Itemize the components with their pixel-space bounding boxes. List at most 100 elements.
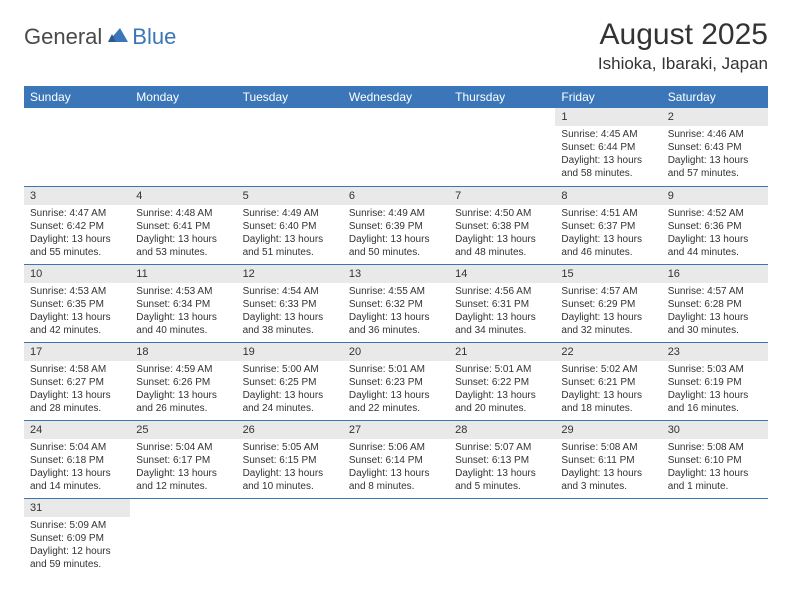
logo: General Blue	[24, 24, 176, 50]
day-number: 13	[343, 265, 449, 283]
sunrise-text: Sunrise: 5:09 AM	[30, 519, 124, 532]
day-number: 27	[343, 421, 449, 439]
calendar-cell: 27Sunrise: 5:06 AMSunset: 6:14 PMDayligh…	[343, 420, 449, 498]
sunset-text: Sunset: 6:22 PM	[455, 376, 549, 389]
daylight-text: Daylight: 13 hours and 18 minutes.	[561, 389, 655, 415]
day-number: 21	[449, 343, 555, 361]
calendar-cell: 31Sunrise: 5:09 AMSunset: 6:09 PMDayligh…	[24, 498, 130, 576]
daylight-text: Daylight: 13 hours and 53 minutes.	[136, 233, 230, 259]
day-body: Sunrise: 5:06 AMSunset: 6:14 PMDaylight:…	[343, 439, 449, 497]
sunrise-text: Sunrise: 5:06 AM	[349, 441, 443, 454]
daylight-text: Daylight: 13 hours and 58 minutes.	[561, 154, 655, 180]
day-number: 9	[662, 187, 768, 205]
day-number: 30	[662, 421, 768, 439]
day-header: Sunday	[24, 86, 130, 108]
daylight-text: Daylight: 13 hours and 55 minutes.	[30, 233, 124, 259]
calendar-cell: 30Sunrise: 5:08 AMSunset: 6:10 PMDayligh…	[662, 420, 768, 498]
sunrise-text: Sunrise: 5:04 AM	[30, 441, 124, 454]
day-body: Sunrise: 4:50 AMSunset: 6:38 PMDaylight:…	[449, 205, 555, 263]
day-body: Sunrise: 5:01 AMSunset: 6:23 PMDaylight:…	[343, 361, 449, 419]
day-number: 19	[237, 343, 343, 361]
calendar-cell-empty	[237, 108, 343, 186]
sunset-text: Sunset: 6:44 PM	[561, 141, 655, 154]
day-body: Sunrise: 4:49 AMSunset: 6:39 PMDaylight:…	[343, 205, 449, 263]
calendar-cell-empty	[343, 498, 449, 576]
calendar-cell: 11Sunrise: 4:53 AMSunset: 6:34 PMDayligh…	[130, 264, 236, 342]
day-number: 26	[237, 421, 343, 439]
day-number: 4	[130, 187, 236, 205]
title-block: August 2025 Ishioka, Ibaraki, Japan	[598, 18, 768, 74]
calendar-cell: 9Sunrise: 4:52 AMSunset: 6:36 PMDaylight…	[662, 186, 768, 264]
calendar-row: 3Sunrise: 4:47 AMSunset: 6:42 PMDaylight…	[24, 186, 768, 264]
day-body: Sunrise: 4:52 AMSunset: 6:36 PMDaylight:…	[662, 205, 768, 263]
day-header: Saturday	[662, 86, 768, 108]
day-header: Thursday	[449, 86, 555, 108]
sunrise-text: Sunrise: 5:05 AM	[243, 441, 337, 454]
day-number: 5	[237, 187, 343, 205]
day-body: Sunrise: 4:48 AMSunset: 6:41 PMDaylight:…	[130, 205, 236, 263]
day-number: 7	[449, 187, 555, 205]
daylight-text: Daylight: 13 hours and 40 minutes.	[136, 311, 230, 337]
sunrise-text: Sunrise: 5:08 AM	[561, 441, 655, 454]
calendar-cell: 29Sunrise: 5:08 AMSunset: 6:11 PMDayligh…	[555, 420, 661, 498]
day-number: 15	[555, 265, 661, 283]
day-number: 22	[555, 343, 661, 361]
sunset-text: Sunset: 6:38 PM	[455, 220, 549, 233]
day-body: Sunrise: 5:08 AMSunset: 6:10 PMDaylight:…	[662, 439, 768, 497]
sunset-text: Sunset: 6:29 PM	[561, 298, 655, 311]
calendar-cell-empty	[130, 108, 236, 186]
day-number: 23	[662, 343, 768, 361]
sunrise-text: Sunrise: 5:02 AM	[561, 363, 655, 376]
sunrise-text: Sunrise: 4:53 AM	[136, 285, 230, 298]
sunrise-text: Sunrise: 4:49 AM	[243, 207, 337, 220]
calendar-cell: 25Sunrise: 5:04 AMSunset: 6:17 PMDayligh…	[130, 420, 236, 498]
logo-text-blue: Blue	[132, 24, 176, 50]
daylight-text: Daylight: 13 hours and 32 minutes.	[561, 311, 655, 337]
calendar-cell: 8Sunrise: 4:51 AMSunset: 6:37 PMDaylight…	[555, 186, 661, 264]
daylight-text: Daylight: 13 hours and 3 minutes.	[561, 467, 655, 493]
sunrise-text: Sunrise: 5:04 AM	[136, 441, 230, 454]
sunset-text: Sunset: 6:26 PM	[136, 376, 230, 389]
daylight-text: Daylight: 13 hours and 30 minutes.	[668, 311, 762, 337]
daylight-text: Daylight: 13 hours and 28 minutes.	[30, 389, 124, 415]
day-body: Sunrise: 4:56 AMSunset: 6:31 PMDaylight:…	[449, 283, 555, 341]
calendar-cell: 2Sunrise: 4:46 AMSunset: 6:43 PMDaylight…	[662, 108, 768, 186]
day-body: Sunrise: 4:49 AMSunset: 6:40 PMDaylight:…	[237, 205, 343, 263]
calendar-cell: 1Sunrise: 4:45 AMSunset: 6:44 PMDaylight…	[555, 108, 661, 186]
calendar-cell-empty	[24, 108, 130, 186]
daylight-text: Daylight: 13 hours and 8 minutes.	[349, 467, 443, 493]
calendar-cell-empty	[237, 498, 343, 576]
day-number: 1	[555, 108, 661, 126]
sunset-text: Sunset: 6:15 PM	[243, 454, 337, 467]
sunrise-text: Sunrise: 4:53 AM	[30, 285, 124, 298]
calendar-cell: 17Sunrise: 4:58 AMSunset: 6:27 PMDayligh…	[24, 342, 130, 420]
sunrise-text: Sunrise: 4:48 AM	[136, 207, 230, 220]
sunset-text: Sunset: 6:31 PM	[455, 298, 549, 311]
calendar-cell: 20Sunrise: 5:01 AMSunset: 6:23 PMDayligh…	[343, 342, 449, 420]
day-body: Sunrise: 4:54 AMSunset: 6:33 PMDaylight:…	[237, 283, 343, 341]
sunset-text: Sunset: 6:33 PM	[243, 298, 337, 311]
sunrise-text: Sunrise: 4:52 AM	[668, 207, 762, 220]
day-body: Sunrise: 5:01 AMSunset: 6:22 PMDaylight:…	[449, 361, 555, 419]
daylight-text: Daylight: 13 hours and 50 minutes.	[349, 233, 443, 259]
sunrise-text: Sunrise: 5:01 AM	[455, 363, 549, 376]
sunrise-text: Sunrise: 4:56 AM	[455, 285, 549, 298]
day-body: Sunrise: 5:05 AMSunset: 6:15 PMDaylight:…	[237, 439, 343, 497]
calendar-cell: 23Sunrise: 5:03 AMSunset: 6:19 PMDayligh…	[662, 342, 768, 420]
day-body: Sunrise: 4:46 AMSunset: 6:43 PMDaylight:…	[662, 126, 768, 184]
day-body: Sunrise: 4:53 AMSunset: 6:34 PMDaylight:…	[130, 283, 236, 341]
sunrise-text: Sunrise: 4:57 AM	[668, 285, 762, 298]
calendar-cell: 5Sunrise: 4:49 AMSunset: 6:40 PMDaylight…	[237, 186, 343, 264]
sail-icon	[108, 26, 130, 49]
daylight-text: Daylight: 13 hours and 57 minutes.	[668, 154, 762, 180]
calendar-row: 1Sunrise: 4:45 AMSunset: 6:44 PMDaylight…	[24, 108, 768, 186]
sunrise-text: Sunrise: 5:03 AM	[668, 363, 762, 376]
day-number: 24	[24, 421, 130, 439]
day-body: Sunrise: 5:02 AMSunset: 6:21 PMDaylight:…	[555, 361, 661, 419]
sunrise-text: Sunrise: 4:47 AM	[30, 207, 124, 220]
sunrise-text: Sunrise: 4:50 AM	[455, 207, 549, 220]
day-body: Sunrise: 4:59 AMSunset: 6:26 PMDaylight:…	[130, 361, 236, 419]
page-header: General Blue August 2025 Ishioka, Ibarak…	[24, 18, 768, 74]
daylight-text: Daylight: 13 hours and 26 minutes.	[136, 389, 230, 415]
day-number: 10	[24, 265, 130, 283]
